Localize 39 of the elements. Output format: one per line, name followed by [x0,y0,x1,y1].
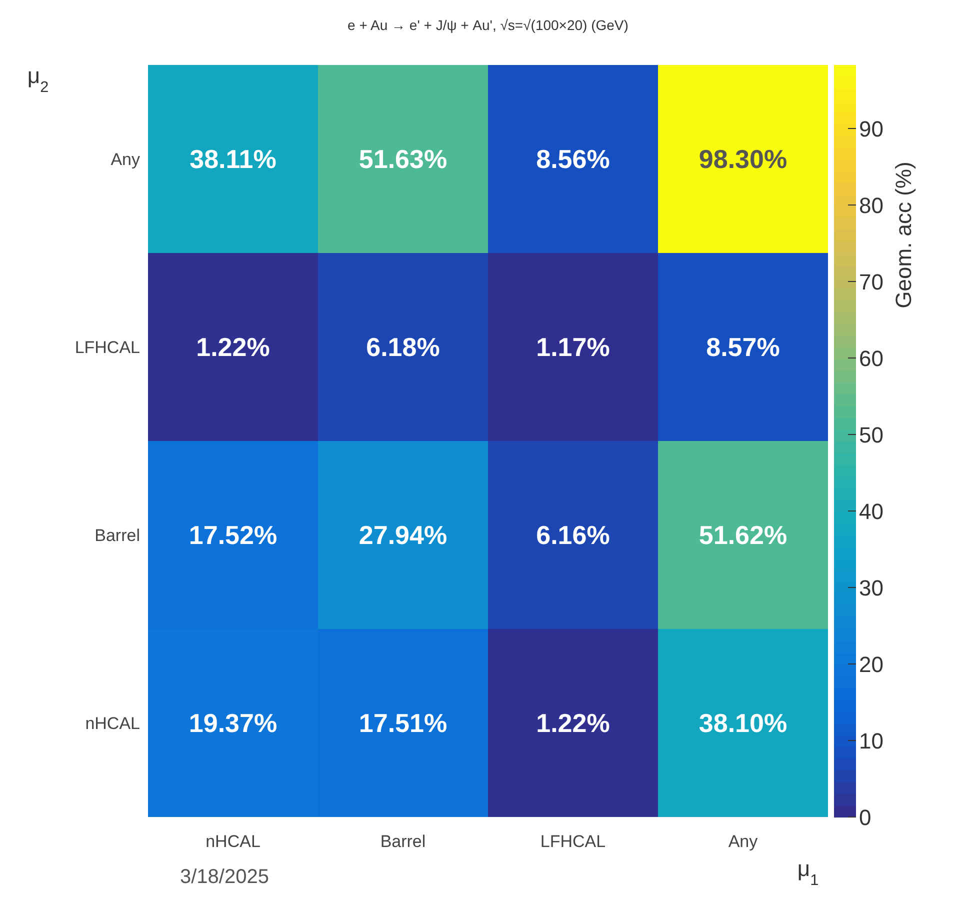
data-label: 19.37% [188,708,278,738]
data-label: 27.94% [358,520,448,550]
data-label: 6.16% [536,520,610,550]
x-axis-title: μ$_{1}$ [797,856,819,888]
color-bar-label: 60 [859,346,884,371]
data-label: 51.62% [698,520,788,550]
data-label: 17.52% [188,520,278,550]
y-tick-label: LFHCAL [74,338,140,357]
color-bar-label: 50 [859,422,884,448]
data-label: 98.30% [698,144,788,174]
color-bar-label: 30 [859,576,884,600]
color-bar-label: 10 [859,728,884,754]
x-tick-label: nHCAL [206,832,260,851]
y-tick-label: Any [110,150,140,169]
data-label: 38.10% [698,708,788,738]
color-bar-title: Geom. acc (%) [891,162,916,308]
data-label: 1.17% [536,332,610,362]
y-axis-title: μ$_{2}$ [27,63,49,96]
data-label: 8.56% [536,144,610,174]
x-tick-label: LFHCAL [540,832,606,851]
chart-title: e + Au → e' + J/ψ + Au', √s=√(100×20) (GeV) [348,17,628,33]
data-label: 8.57% [706,332,780,362]
data-label: 51.63% [358,144,448,174]
color-bar-label: 70 [859,269,884,294]
color-bar-label: 80 [859,192,884,218]
data-label: 6.18% [366,332,440,362]
data-label: 38.11% [190,144,276,174]
data-label: 1.22% [536,708,610,738]
data-label: 1.22% [196,332,270,362]
color-bar-label: 40 [859,499,884,524]
y-tick-label: Barrel [94,526,140,545]
x-tick-label: Any [728,832,758,851]
color-bar-label: 90 [859,116,884,142]
color-bar-label: 20 [859,652,884,677]
color-bar-label: 0 [859,805,872,830]
data-label: 17.51% [358,708,448,738]
text: 3/18/2025 [180,866,269,888]
y-tick-label: nHCAL [85,714,140,733]
x-tick-label: Barrel [380,832,426,851]
